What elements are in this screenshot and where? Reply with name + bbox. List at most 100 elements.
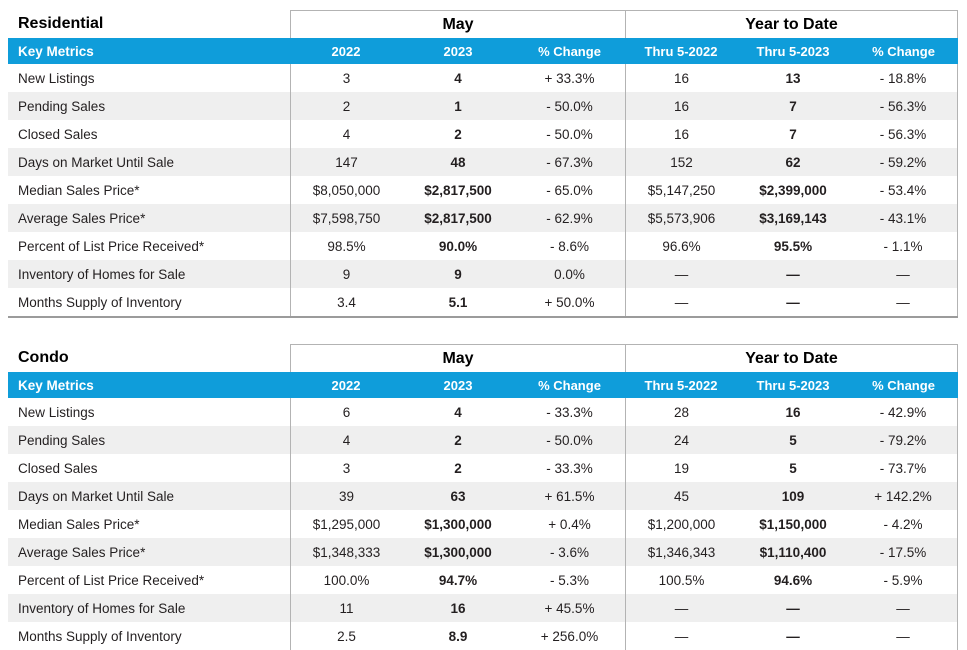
metric-label: Percent of List Price Received* xyxy=(18,238,205,254)
metric-value: - 17.5% xyxy=(849,538,958,566)
table-row: Days on Market Until Sale 147 48 - 67.3% 152… xyxy=(8,148,958,176)
metric-value: - 79.2% xyxy=(849,426,958,454)
column-header-key-metrics: Key Metrics xyxy=(18,377,94,393)
table-row: Median Sales Price* $1,295,000 $1,300,000 +… xyxy=(8,510,958,538)
metric-value: 152 xyxy=(625,148,737,176)
metric-value: — xyxy=(786,628,800,644)
metric-value: 147 xyxy=(290,148,402,176)
metric-value: 45 xyxy=(625,482,737,510)
metric-value: $1,295,000 xyxy=(290,510,402,538)
metric-label: Inventory of Homes for Sale xyxy=(18,266,186,282)
metric-value: + 0.4% xyxy=(548,516,591,532)
metric-value: - 43.1% xyxy=(849,204,958,232)
metric-value: - 33.3% xyxy=(546,460,593,476)
metric-value: - 56.3% xyxy=(849,92,958,120)
metric-value: 2 xyxy=(454,460,462,476)
table-title: Residential xyxy=(18,15,104,32)
column-header-thru-5-2023: Thru 5-2023 xyxy=(756,377,830,393)
metric-label: Months Supply of Inventory xyxy=(18,628,182,644)
metric-value: 7 xyxy=(789,98,797,114)
metric-value: — xyxy=(786,600,800,616)
column-header-2022: 2022 xyxy=(331,43,361,59)
metric-value: - 5.9% xyxy=(849,566,958,594)
metric-value: 0.0% xyxy=(554,266,585,282)
metric-value: - 18.8% xyxy=(849,64,958,92)
metric-label: Pending Sales xyxy=(18,432,106,448)
metric-label: Percent of List Price Received* xyxy=(18,572,205,588)
residential-title-row: Residential May Year to Date xyxy=(8,10,958,38)
residential-table: Residential May Year to Date Key Metrics… xyxy=(8,10,958,318)
column-header-thru-5-2023: Thru 5-2023 xyxy=(756,43,830,59)
condo-table: Condo May Year to Date Key Metrics 2022 … xyxy=(8,344,958,650)
metric-label: Closed Sales xyxy=(18,126,98,142)
year-to-date-group-header: Year to Date xyxy=(625,344,958,372)
metric-value: 16 xyxy=(450,600,466,616)
metric-value: + 142.2% xyxy=(849,482,958,510)
metric-value: — xyxy=(849,594,958,622)
metric-value: 4 xyxy=(454,70,462,86)
metric-value: 16 xyxy=(625,120,737,148)
metric-value: 95.5% xyxy=(773,238,813,254)
table-row: Pending Sales 4 2 - 50.0% 24 5 - 79.2% xyxy=(8,426,958,454)
metric-value: 5 xyxy=(789,432,797,448)
metric-value: 96.6% xyxy=(625,232,737,260)
metric-value: 2 xyxy=(454,126,462,142)
column-header-thru-5-2022: Thru 5-2022 xyxy=(644,43,718,59)
metric-value: - 67.3% xyxy=(546,154,593,170)
metric-value: + 50.0% xyxy=(544,294,595,310)
column-header-2023: 2023 xyxy=(443,377,473,393)
residential-rows: New Listings 3 4 + 33.3% 16 13- 18.8% Pending … xyxy=(8,64,958,318)
year-to-date-group-header: Year to Date xyxy=(625,10,958,38)
metric-value: - 50.0% xyxy=(546,432,593,448)
metric-value: $5,147,250 xyxy=(625,176,737,204)
table-row: Days on Market Until Sale 39 63 + 61.5% 45 10… xyxy=(8,482,958,510)
metric-value: $8,050,000 xyxy=(290,176,402,204)
may-group-header: May xyxy=(290,344,625,372)
metric-value: - 5.3% xyxy=(549,572,590,588)
condo-title-row: Condo May Year to Date xyxy=(8,344,958,372)
metric-value: 98.5% xyxy=(290,232,402,260)
metric-value: 109 xyxy=(781,488,805,504)
table-row: Percent of List Price Received* 98.5% 90.0… xyxy=(8,232,958,260)
table-row: Pending Sales 2 1 - 50.0% 16 7 - 56.3% xyxy=(8,92,958,120)
metric-label: Pending Sales xyxy=(18,98,106,114)
column-header-2022: 2022 xyxy=(331,377,361,393)
metric-value: 94.7% xyxy=(438,572,478,588)
column-header-key-metrics: Key Metrics xyxy=(18,43,94,59)
column-header-may-pct-change: % Change xyxy=(538,43,601,59)
metric-value: 16 xyxy=(785,404,801,420)
metric-value: — xyxy=(786,294,800,310)
metric-value: 2 xyxy=(454,432,462,448)
metric-value: $3,169,143 xyxy=(759,210,827,226)
metric-label: New Listings xyxy=(18,70,95,86)
table-row: Closed Sales 4 2 - 50.0% 16 7 - 56.3% xyxy=(8,120,958,148)
metric-value: - 56.3% xyxy=(849,120,958,148)
metric-value: — xyxy=(625,622,737,650)
table-row: Average Sales Price* $1,348,333 $1,300,000… xyxy=(8,538,958,566)
metric-value: $5,573,906 xyxy=(625,204,737,232)
metric-value: - 8.6% xyxy=(549,238,590,254)
metric-value: — xyxy=(849,622,958,650)
table-row: Average Sales Price* $7,598,750 $2,817,500… xyxy=(8,204,958,232)
table-row: Months Supply of Inventory 3.4 5.1 + 50.0% —… xyxy=(8,288,958,316)
metric-value: $1,348,333 xyxy=(290,538,402,566)
metric-value: - 62.9% xyxy=(546,210,593,226)
metric-label: Average Sales Price* xyxy=(18,544,146,560)
metric-label: New Listings xyxy=(18,404,95,420)
metric-value: 7 xyxy=(789,126,797,142)
metric-value: $2,399,000 xyxy=(759,182,827,198)
table-row: Months Supply of Inventory 2.5 8.9 + 256.0%… xyxy=(8,622,958,650)
metric-value: - 33.3% xyxy=(546,404,593,420)
metric-value: 28 xyxy=(625,398,737,426)
metric-value: 4 xyxy=(454,404,462,420)
metric-value: 19 xyxy=(625,454,737,482)
metric-value: + 33.3% xyxy=(544,70,595,86)
column-header-ytd-pct-change: % Change xyxy=(872,43,935,59)
metric-value: — xyxy=(625,594,737,622)
metric-value: - 1.1% xyxy=(849,232,958,260)
metric-value: 4 xyxy=(290,426,402,454)
metric-value: 3.4 xyxy=(290,288,402,316)
metric-value: 9 xyxy=(454,266,462,282)
metric-value: - 42.9% xyxy=(849,398,958,426)
metric-value: $1,150,000 xyxy=(759,516,827,532)
